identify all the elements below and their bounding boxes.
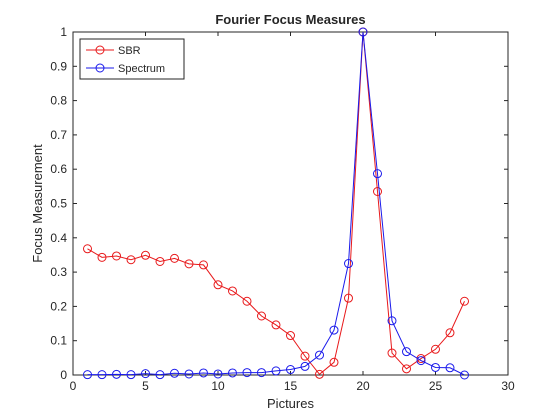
data-point xyxy=(300,351,310,361)
plot-area xyxy=(73,32,508,375)
legend-label: Spectrum xyxy=(118,63,165,75)
data-point xyxy=(126,370,136,380)
y-tick-label: 0.4 xyxy=(50,231,67,245)
data-point xyxy=(170,253,179,263)
data-point xyxy=(373,169,382,179)
data-point xyxy=(155,370,165,380)
data-point xyxy=(315,369,324,379)
data-point xyxy=(329,357,339,367)
x-tick-label: 0 xyxy=(70,379,77,393)
chart-title: Fourier Focus Measures xyxy=(215,12,365,27)
data-point xyxy=(460,296,469,306)
data-point xyxy=(213,369,223,379)
data-point xyxy=(170,368,179,378)
data-point xyxy=(83,244,92,254)
legend-marker xyxy=(95,45,105,55)
series-spectrum xyxy=(83,27,469,380)
data-point xyxy=(141,250,150,260)
data-point xyxy=(373,186,382,196)
y-tick-label: 0.6 xyxy=(50,162,67,176)
x-tick-label: 20 xyxy=(356,379,370,393)
x-tick-label: 10 xyxy=(211,379,225,393)
y-tick-label: 0.9 xyxy=(50,59,67,73)
x-tick-label: 25 xyxy=(429,379,443,393)
data-point xyxy=(228,368,237,378)
legend-box xyxy=(79,38,185,80)
data-point xyxy=(387,316,397,326)
data-point xyxy=(286,331,295,341)
data-point xyxy=(402,347,411,357)
data-point xyxy=(257,311,266,321)
data-point xyxy=(257,368,266,378)
data-point xyxy=(213,280,223,290)
y-tick-label: 0.7 xyxy=(50,128,67,142)
data-point xyxy=(271,320,281,330)
data-point xyxy=(387,348,397,358)
data-point xyxy=(228,286,237,296)
data-point xyxy=(445,363,455,373)
data-point xyxy=(286,365,295,375)
data-point xyxy=(344,293,353,303)
data-point xyxy=(416,356,426,366)
data-point xyxy=(155,256,165,266)
data-point xyxy=(344,259,353,269)
data-point xyxy=(112,251,121,261)
data-point xyxy=(112,369,121,379)
x-tick-label: 30 xyxy=(501,379,515,393)
data-point xyxy=(97,252,107,262)
data-point xyxy=(141,369,150,379)
y-tick-label: 0.8 xyxy=(50,94,67,108)
y-tick-label: 0.5 xyxy=(50,197,67,211)
y-tick-label: 0.1 xyxy=(50,334,67,348)
data-point xyxy=(300,361,310,371)
data-point xyxy=(199,260,208,270)
data-point xyxy=(329,325,339,335)
data-point xyxy=(271,366,281,376)
data-point xyxy=(460,370,469,380)
y-tick-label: 0.2 xyxy=(50,299,67,313)
data-point xyxy=(83,370,92,380)
data-point xyxy=(431,362,440,372)
data-point xyxy=(242,296,252,306)
legend-marker xyxy=(95,63,105,73)
series-line xyxy=(87,31,465,376)
y-tick-label: 0 xyxy=(60,368,67,382)
y-tick-label: 1 xyxy=(60,25,67,39)
legend-label: SBR xyxy=(118,45,141,57)
data-point xyxy=(184,259,194,269)
series-line xyxy=(87,31,465,376)
data-point xyxy=(315,350,324,360)
legend: SBR Spectrum xyxy=(79,38,185,80)
data-point xyxy=(358,27,368,37)
x-tick-label: 15 xyxy=(284,379,298,393)
y-tick-label: 0.3 xyxy=(50,265,67,279)
x-tick-label: 5 xyxy=(142,379,149,393)
data-point xyxy=(126,255,136,265)
data-point xyxy=(97,370,107,380)
x-axis-label: Pictures xyxy=(267,396,314,411)
data-point xyxy=(402,364,411,374)
y-axis-label: Focus Measurement xyxy=(30,144,45,263)
data-point xyxy=(242,368,252,378)
data-point xyxy=(199,368,208,378)
data-point xyxy=(445,328,455,338)
data-point xyxy=(431,344,440,354)
series-sbr xyxy=(83,27,469,379)
data-point xyxy=(184,369,194,379)
